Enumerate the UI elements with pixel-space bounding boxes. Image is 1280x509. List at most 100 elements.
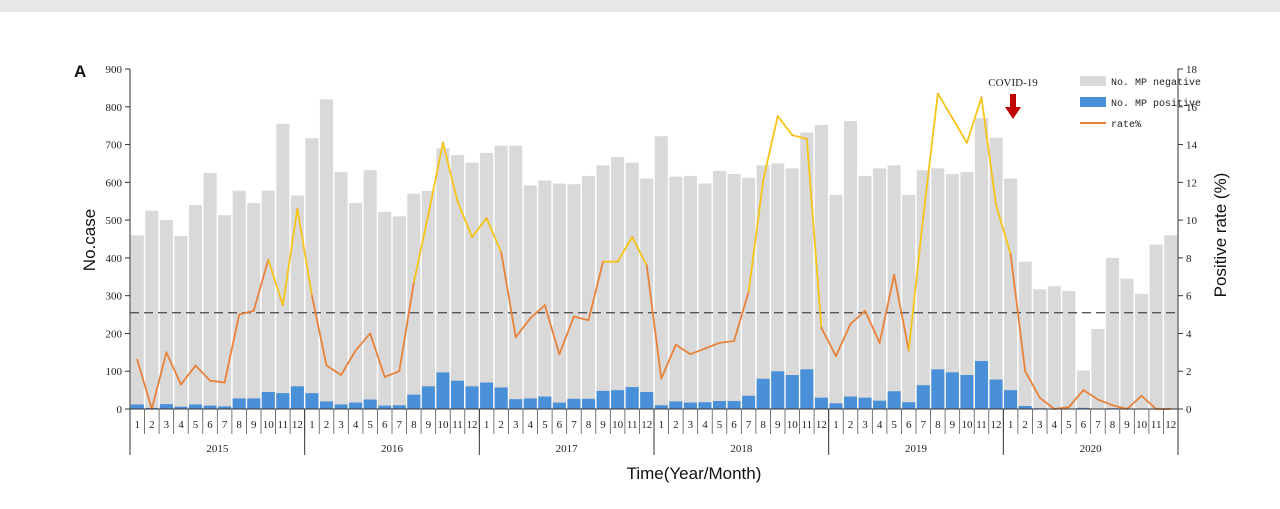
rate-segment [1126,394,1143,410]
rate-point [267,259,269,261]
negative-bar [174,235,188,409]
negative-bar [290,195,304,409]
year-label: 2017 [556,443,579,455]
year-label: 2015 [206,443,229,455]
negative-bar [698,183,712,409]
month-label: 10 [612,419,624,431]
positive-bar [698,402,712,409]
rate-segment [587,260,604,322]
negative-bar [509,145,523,409]
rate-segment [1024,370,1041,399]
y2-tick-label: 8 [1186,253,1192,265]
month-label: 4 [877,419,883,431]
negative-bar [1047,286,1061,409]
y2-tick-label: 2 [1186,366,1192,378]
positive-bar [174,406,188,409]
rate-point [602,261,604,263]
rate-point [340,374,342,376]
month-label: 7 [397,419,403,431]
rate-segment [398,281,415,373]
legend-label-rate: rate% [1111,120,1141,131]
rate-segment [645,264,663,380]
rate-segment [864,309,881,344]
month-label: 1 [135,419,141,431]
rate-segment [485,217,503,254]
rate-point [253,310,255,312]
legend-swatch-positive [1080,97,1106,107]
rate-segment [1009,253,1027,373]
rate-segment [1097,398,1114,407]
negative-bar [829,194,843,409]
rate-point [282,304,284,306]
rate-segment [980,96,997,206]
rate-point [951,117,953,119]
month-label: 8 [760,419,766,431]
positive-bar [232,398,246,409]
negative-bar [334,172,348,409]
rate-segment [849,309,866,325]
rate-segment [951,117,968,144]
negative-bar [1004,178,1018,409]
month-label: 5 [193,419,199,431]
negative-bar [450,155,465,409]
rate-segment [223,313,241,384]
month-label: 9 [600,419,606,431]
rate-segment [573,315,590,322]
month-label: 3 [338,419,344,431]
month-label: 4 [1052,419,1058,431]
legend-swatch-negative [1080,76,1106,86]
legend: No. MP negative No. MP positive rate% [1080,76,1201,131]
positive-bar [407,394,421,409]
rate-point [689,353,691,355]
rate-point [980,96,983,98]
month-label: 1 [484,419,490,431]
y-tick-label: 700 [106,140,123,152]
positive-bar [800,369,814,409]
positive-bar [931,369,945,409]
month-label: 1 [833,419,839,431]
y2-tick-label: 14 [1186,140,1198,152]
positive-bar [465,386,479,409]
rate-point [1141,395,1143,397]
month-label: 10 [961,419,973,431]
rate-point [660,378,662,380]
panel-label: A [74,62,86,81]
rate-segment [631,236,648,267]
positive-bar [887,391,901,409]
rate-point [573,315,575,318]
y-tick-label: 0 [117,404,123,416]
rate-point [922,215,924,217]
negative-bar [218,215,232,409]
month-label: 6 [557,419,563,431]
positive-bar [334,404,348,409]
month-label: 4 [353,419,359,431]
rate-segment [936,92,954,120]
rate-point [1097,398,1099,401]
rate-segment [689,347,706,356]
negative-bar [465,162,479,409]
month-label: 5 [717,419,723,431]
positive-bar [611,390,625,409]
positive-bar [960,375,974,409]
rate-segment [194,364,211,382]
rate-point [893,274,895,276]
rate-segment [718,340,735,344]
rate-segment [500,251,517,339]
year-label: 2016 [381,443,404,455]
month-label: 9 [950,419,956,431]
rate-segment [1082,389,1099,401]
positive-bar [261,392,275,409]
y-tick-label: 900 [106,64,123,76]
rate-point [165,351,167,353]
negative-bar [989,137,1003,409]
month-label: 12 [467,419,478,431]
month-label: 2 [498,419,504,431]
negative-bar [974,118,989,409]
positive-bar [450,380,465,409]
positive-bar [436,372,450,409]
y-tick-label: 400 [106,253,123,265]
rate-point [704,347,706,350]
negative-bar [1105,257,1120,409]
y2-tick-label: 0 [1186,404,1192,416]
negative-bar [363,170,377,409]
